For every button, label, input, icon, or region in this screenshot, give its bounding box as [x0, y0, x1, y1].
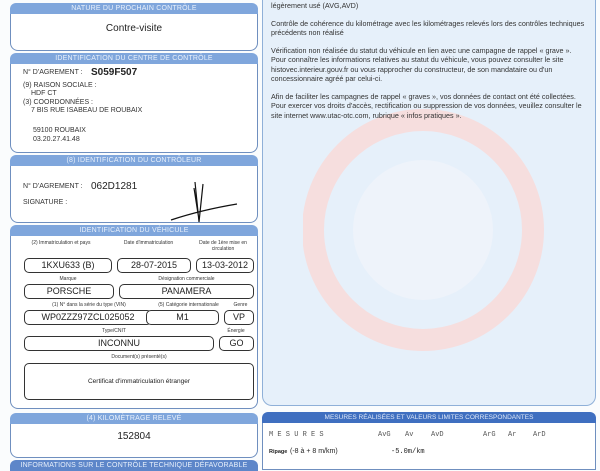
date-immat-label: Date d'immatriculation: [123, 240, 174, 246]
type-label: Type/CNIT: [102, 328, 126, 334]
raison-label: (9) RAISON SOCIALE :: [23, 82, 97, 89]
ripage-value: -5.0m/km: [391, 448, 425, 456]
controller-agrement-label: N° D'AGREMENT :: [23, 183, 83, 190]
genre-label: Genre: [233, 302, 248, 308]
date-immat-field: 28-07-2015: [117, 258, 191, 273]
measures-header: MESURES RÉALISÉES ET VALEURS LIMITES COR…: [262, 412, 596, 423]
measures-title: M E S U R E S: [269, 431, 324, 439]
immat-field: 1KXU633 (B): [24, 258, 112, 273]
genre-field: VP: [224, 310, 254, 325]
center-header: IDENTIFICATION DU CENTRE DE CONTRÔLE: [10, 53, 258, 64]
vin-label: (1) N° dans la série du type (VIN): [52, 302, 126, 308]
docs-label: Document(s) présenté(s): [111, 354, 167, 360]
km-value: 152804: [117, 431, 151, 442]
center-agrement-label: N° D'AGREMENT :: [23, 69, 83, 76]
coord-label: (3) COORDONNÉES :: [23, 99, 94, 106]
info-header: INFORMATIONS SUR LE CONTRÔLE TECHNIQUE D…: [10, 460, 258, 471]
category-label: (5) Catégorie internationale: [158, 302, 219, 308]
first-date-label: Date de 1ère mise en circulation: [199, 240, 247, 252]
controller-agrement: 062D1281: [91, 181, 138, 192]
energy-field: GO: [219, 336, 254, 351]
docs-field: Certificat d'immatriculation étranger: [24, 363, 254, 400]
ripage-range: (-8 à + 8 m/km): [290, 448, 338, 455]
address: 7 BIS RUE ISABEAU DE ROUBAIX: [31, 107, 143, 114]
raison-value: HDF CT: [31, 90, 57, 97]
next-control-value: Contre-visite: [105, 23, 163, 34]
vin-field: WP0ZZZ97ZCL025052: [24, 310, 152, 325]
measures-table: M E S U R E S AvG Av AvD ArG Ar ArD Ripa…: [262, 423, 596, 470]
ripage-label: Ripage: [269, 449, 288, 455]
signature-label: SIGNATURE :: [23, 199, 68, 206]
col-avg: AvG: [378, 431, 391, 439]
controller-header: (8) IDENTIFICATION DU CONTRÔLEUR: [10, 155, 258, 166]
col-avd: AvD: [431, 431, 444, 439]
km-box: 152804: [10, 424, 258, 458]
center-box: N° D'AGREMENT : S059F507 (9) RAISON SOCI…: [10, 64, 258, 153]
first-date-field: 13-03-2012: [196, 258, 254, 273]
note: Vérification non réalisée du statut du v…: [271, 45, 572, 84]
note: légèrement usé (AVG,AVD): [271, 1, 359, 10]
vehicle-box: (2) Immatriculation et pays Date d'immat…: [10, 236, 258, 409]
notes-panel: légèrement usé (AVG,AVD) Contrôle de coh…: [262, 0, 596, 406]
col-arg: ArG: [483, 431, 496, 439]
marque-label: Marque: [59, 276, 77, 282]
center-agrement: S059F507: [91, 67, 138, 78]
vehicle-header: IDENTIFICATION DU VÉHICULE: [10, 225, 258, 236]
watermark-logo: [303, 109, 544, 351]
designation-label: Désignation commerciale: [158, 276, 215, 282]
category-field: M1: [146, 310, 219, 325]
col-av: Av: [405, 431, 414, 439]
designation-field: PANAMERA: [119, 284, 254, 299]
energy-label: Énergie: [227, 328, 245, 334]
km-header: (4) KILOMÈTRAGE RELEVÉ: [10, 413, 258, 424]
controller-box: N° D'AGREMENT : 062D1281 SIGNATURE :: [10, 166, 258, 223]
phone: 03.20.27.41.48: [33, 136, 80, 143]
next-control-header: NATURE DU PROCHAIN CONTRÔLE: [10, 3, 258, 14]
immat-label: (2) Immatriculation et pays: [31, 240, 91, 246]
marque-field: PORSCHE: [24, 284, 114, 299]
col-ar: Ar: [508, 431, 517, 439]
col-ard: ArD: [533, 431, 546, 439]
next-control-box: Contre-visite: [10, 14, 258, 51]
note: Contrôle de cohérence du kilométrage ave…: [271, 18, 585, 38]
signature-image: [170, 181, 238, 223]
city: 59100 ROUBAIX: [33, 127, 86, 134]
type-field: INCONNU: [24, 336, 214, 351]
note: Afin de faciliter les campagnes de rappe…: [271, 91, 582, 120]
